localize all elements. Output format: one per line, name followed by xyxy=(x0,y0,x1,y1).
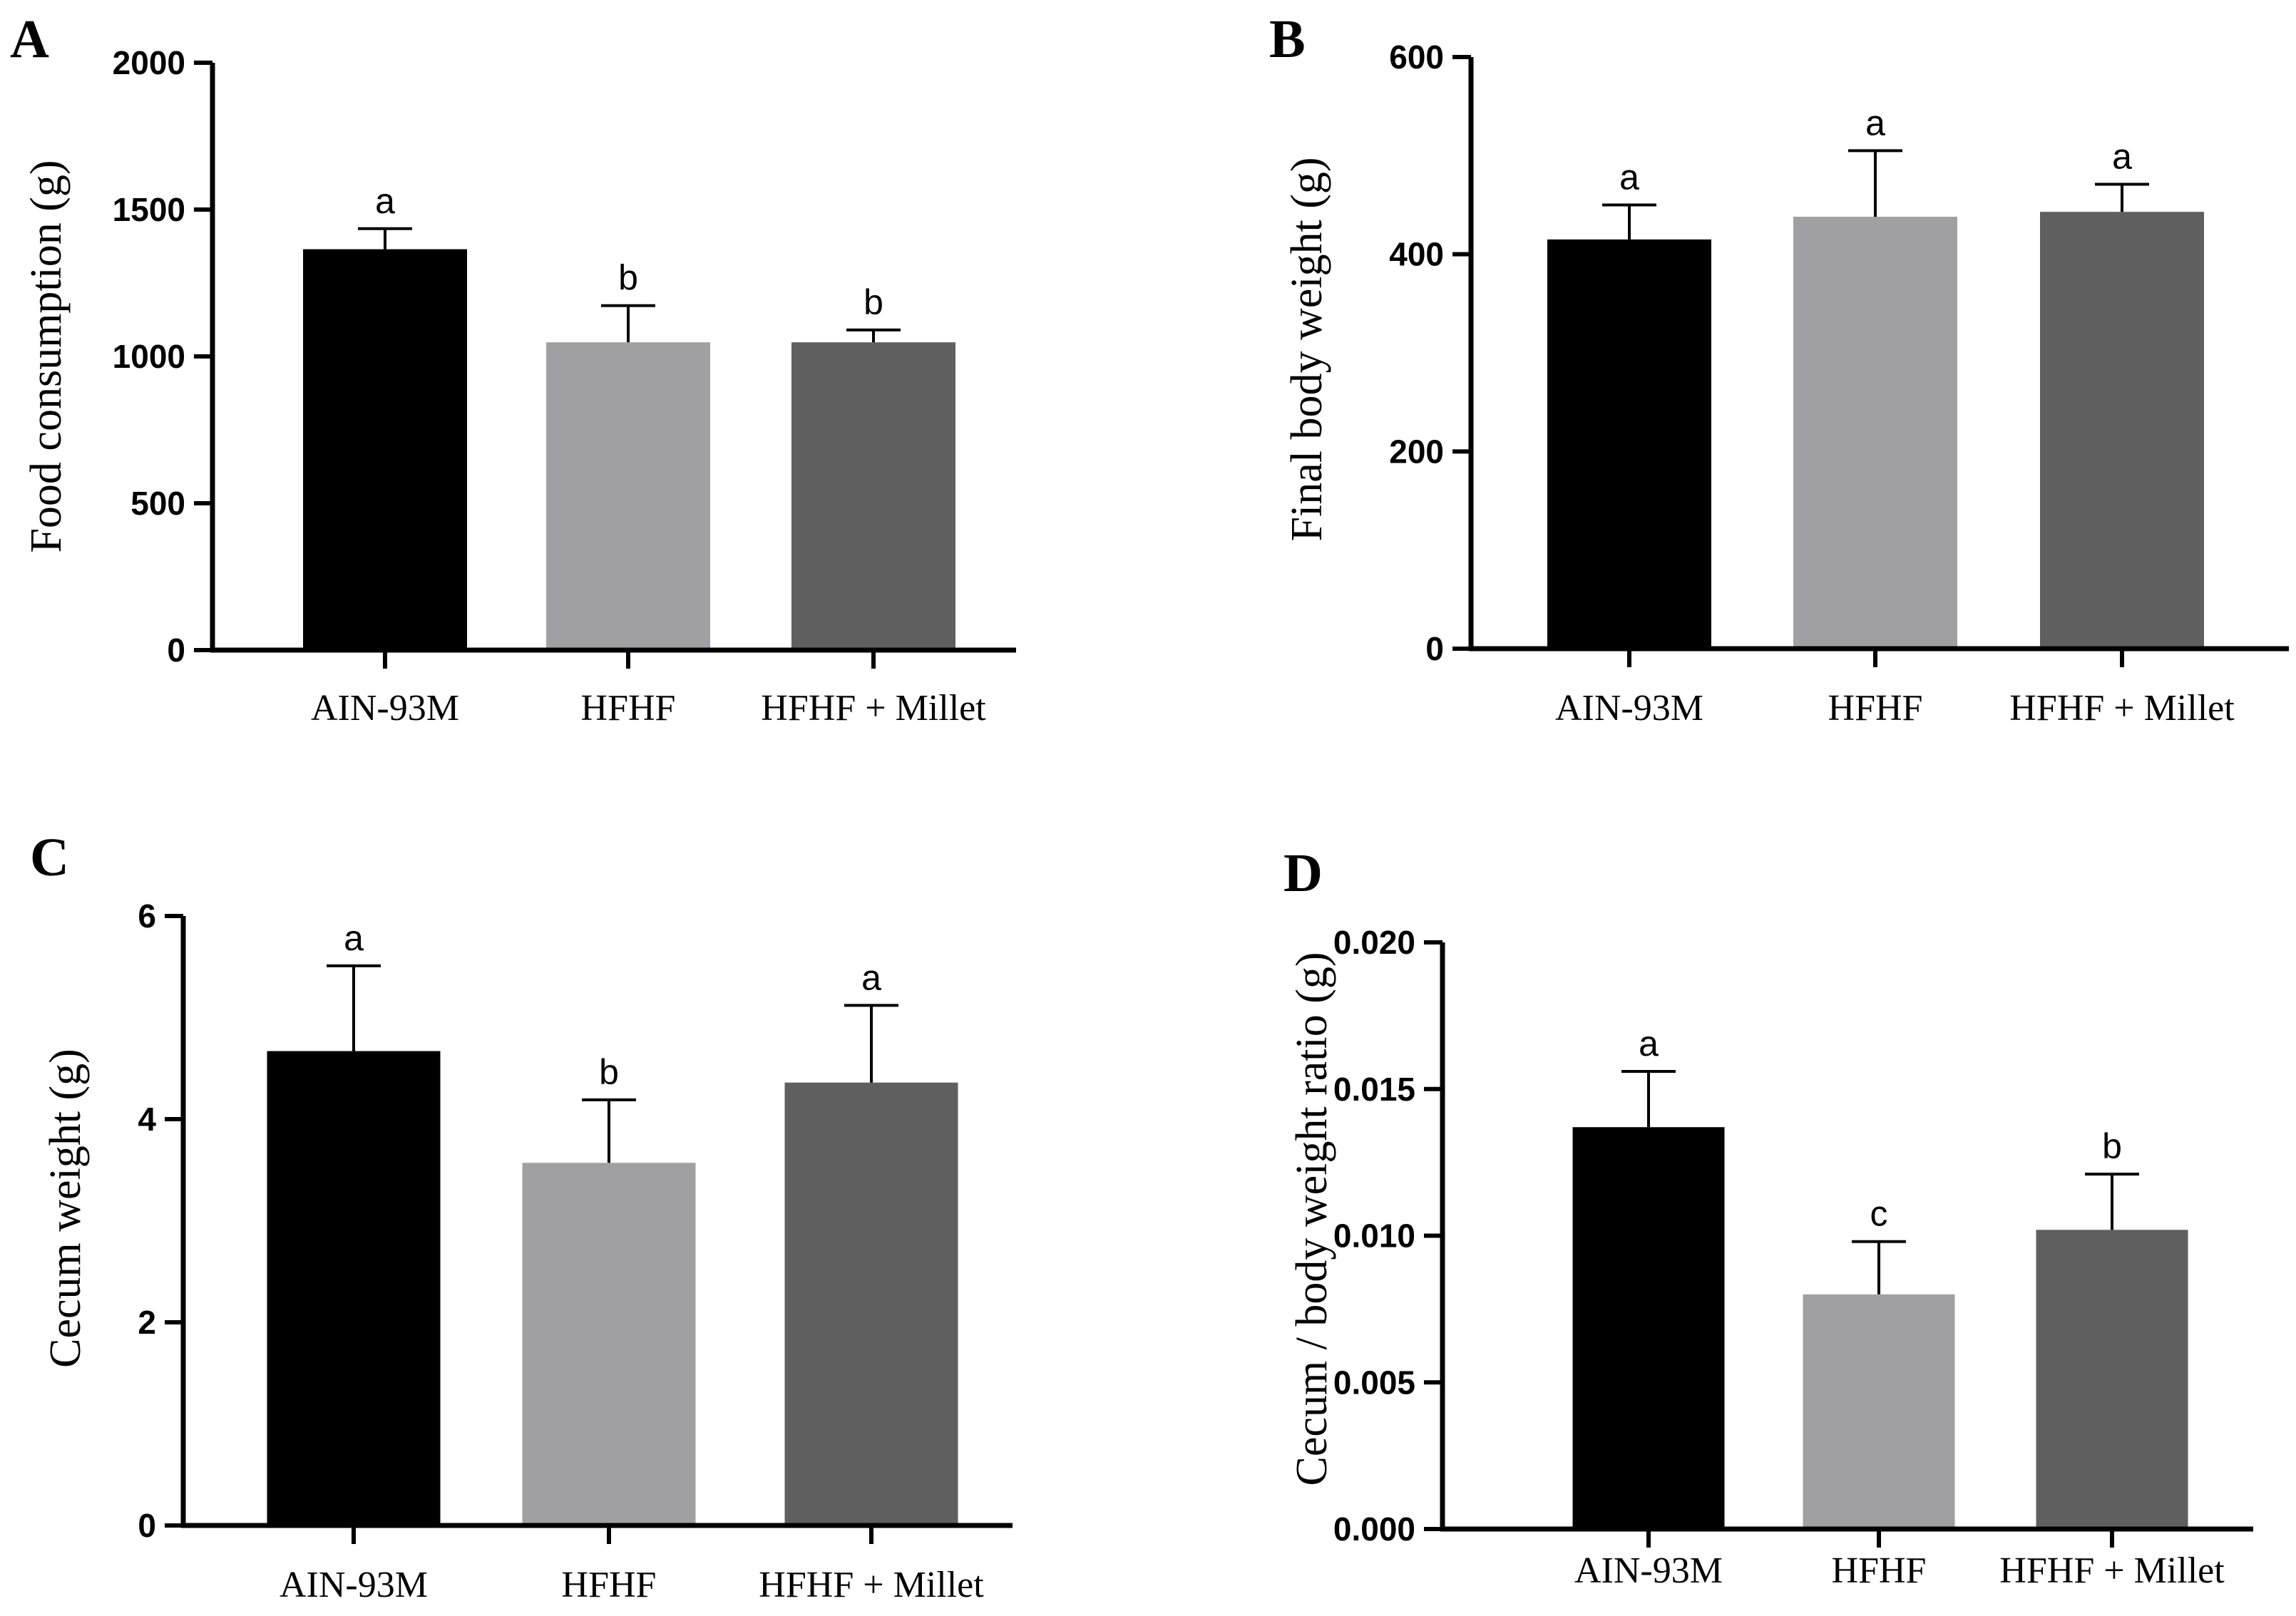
bar-hfhf xyxy=(546,342,710,650)
bar-hfhf xyxy=(523,1163,696,1525)
bar-hfhf-millet xyxy=(2036,1230,2188,1529)
y-tick-label: 0.000 xyxy=(1333,1511,1415,1548)
bar-ain-93m xyxy=(267,1051,441,1525)
y-tick-label: 1000 xyxy=(113,338,185,375)
significance-label: a xyxy=(375,181,395,221)
y-axis-label: Final body weight (g) xyxy=(1283,158,1331,542)
y-tick-label: 400 xyxy=(1389,236,1444,273)
significance-label: c xyxy=(1870,1194,1888,1234)
panel-letter: D xyxy=(1283,843,1323,903)
y-tick-label: 1500 xyxy=(113,191,185,228)
x-tick-label: HFHF xyxy=(581,688,676,729)
y-tick-label: 0.005 xyxy=(1333,1364,1415,1401)
y-axis-label: Cecum / body weight ratio (g) xyxy=(1288,952,1336,1486)
x-tick-label: AIN-93M xyxy=(280,1565,428,1605)
chart-panel-B: B Final body weight (g) a AIN-93M a HFHF a HFHF… xyxy=(1269,9,2289,729)
bar-hfhf-millet xyxy=(791,342,955,650)
bar-ain-93m xyxy=(1573,1127,1725,1529)
significance-label: b xyxy=(2102,1126,2122,1166)
y-tick-label: 600 xyxy=(1389,38,1444,76)
y-tick-label: 0 xyxy=(167,632,185,669)
bar-hfhf-millet xyxy=(785,1083,958,1525)
x-tick-label: HFHF xyxy=(1832,1550,1927,1591)
x-tick-label: AIN-93M xyxy=(1574,1550,1723,1591)
chart-panel-A: A Food consumption (g) a AIN-93M b HFHF b HFHF … xyxy=(10,9,1016,729)
y-axis-label: Cecum weight (g) xyxy=(41,1049,90,1368)
chart-panel-D: D Cecum / body weight ratio (g) a AIN-93M c H… xyxy=(1283,843,2253,1591)
panel-letter: C xyxy=(30,828,69,887)
y-tick-label: 0.015 xyxy=(1333,1071,1415,1108)
bar-hfhf xyxy=(1803,1295,1955,1529)
x-tick-label: AIN-93M xyxy=(311,688,459,729)
y-tick-label: 2000 xyxy=(113,44,185,81)
x-tick-label: HFHF + Millet xyxy=(759,1565,984,1605)
x-tick-label: AIN-93M xyxy=(1555,688,1703,729)
bar-hfhf-millet xyxy=(2040,212,2204,649)
significance-label: b xyxy=(863,282,883,322)
panel-letter: B xyxy=(1269,9,1306,69)
significance-label: a xyxy=(1639,1024,1659,1064)
significance-label: a xyxy=(1865,103,1885,143)
significance-label: a xyxy=(861,957,881,997)
figure: A Food consumption (g) a AIN-93M b HFHF b HFHF … xyxy=(0,0,2296,1616)
x-tick-label: HFHF + Millet xyxy=(761,688,986,729)
panel-letter: A xyxy=(10,9,49,69)
bar-hfhf xyxy=(1793,217,1957,649)
bar-ain-93m xyxy=(1547,240,1711,649)
y-tick-label: 0 xyxy=(1425,630,1444,667)
x-tick-label: HFHF xyxy=(1828,688,1923,729)
y-tick-label: 2 xyxy=(138,1304,156,1341)
x-tick-label: HFHF xyxy=(562,1565,657,1605)
y-tick-label: 6 xyxy=(138,897,156,935)
y-tick-label: 0.010 xyxy=(1333,1218,1415,1255)
y-tick-label: 500 xyxy=(130,485,185,522)
y-tick-label: 0 xyxy=(138,1507,156,1544)
x-tick-label: HFHF + Millet xyxy=(2009,688,2235,729)
significance-label: b xyxy=(618,258,638,298)
significance-label: a xyxy=(1619,158,1639,197)
significance-label: a xyxy=(344,918,364,958)
y-axis-label: Food consumption (g) xyxy=(22,160,71,552)
y-tick-label: 200 xyxy=(1389,433,1444,470)
y-tick-label: 0.020 xyxy=(1333,924,1415,961)
chart-panel-C: C Cecum weight (g) a AIN-93M b HFHF a HFHF + Mi… xyxy=(30,828,1013,1605)
significance-label: a xyxy=(2112,136,2132,176)
significance-label: b xyxy=(599,1052,619,1092)
x-tick-label: HFHF + Millet xyxy=(1999,1550,2225,1591)
bar-ain-93m xyxy=(303,249,467,650)
y-tick-label: 4 xyxy=(138,1101,156,1138)
